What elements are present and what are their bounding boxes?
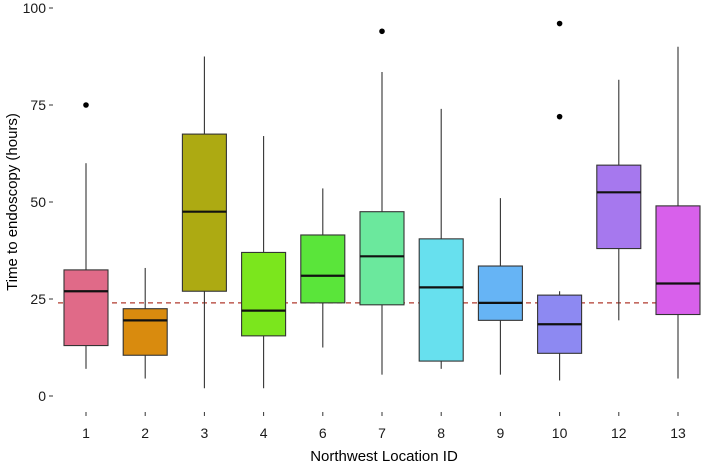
outlier-point: [556, 20, 563, 27]
box-2: [122, 267, 168, 379]
box-6: [300, 188, 346, 348]
box-4: [241, 136, 287, 389]
x-tick-label: 9: [497, 425, 505, 441]
x-tick-label: 6: [319, 425, 327, 441]
x-tick-label: 8: [437, 425, 445, 441]
y-axis-title: Time to endoscopy (hours): [4, 113, 21, 291]
box-body: [300, 234, 346, 304]
box-group: [63, 20, 701, 389]
y-axis: 0 25 50 75 100: [23, 0, 53, 404]
x-tick-label: 10: [552, 425, 568, 441]
y-tick-label: 75: [30, 97, 46, 113]
y-tick-label: 100: [23, 0, 47, 16]
x-tick-label: 7: [378, 425, 386, 441]
x-tick-label: 4: [260, 425, 268, 441]
y-tick-label: 0: [38, 388, 46, 404]
box-body: [63, 269, 109, 347]
box-body: [596, 164, 642, 250]
outlier-point: [83, 102, 89, 108]
x-axis-title: Northwest Location ID: [310, 448, 458, 465]
outlier-point: [556, 113, 563, 120]
box-13: [655, 46, 701, 379]
box-body: [122, 308, 168, 356]
box-body: [655, 205, 701, 316]
x-tick-label: 3: [201, 425, 209, 441]
box-body: [418, 238, 464, 362]
x-tick-label: 12: [611, 425, 627, 441]
x-axis: 1 2 3 4 6 7 8 9 10 12 13: [82, 412, 686, 441]
box-7: [359, 28, 405, 375]
box-8: [418, 108, 464, 369]
box-body: [241, 251, 287, 337]
y-tick-label: 50: [30, 194, 46, 210]
box-1: [63, 102, 109, 369]
box-12: [596, 79, 642, 321]
box-3: [181, 56, 227, 389]
box-10: [537, 20, 583, 381]
y-tick-label: 25: [30, 291, 46, 307]
box-body: [477, 265, 523, 321]
box-body: [359, 211, 405, 306]
x-tick-label: 2: [141, 425, 149, 441]
x-tick-label: 13: [670, 425, 686, 441]
box-9: [477, 198, 523, 375]
outlier-point: [379, 28, 385, 35]
x-tick-label: 1: [82, 425, 90, 441]
